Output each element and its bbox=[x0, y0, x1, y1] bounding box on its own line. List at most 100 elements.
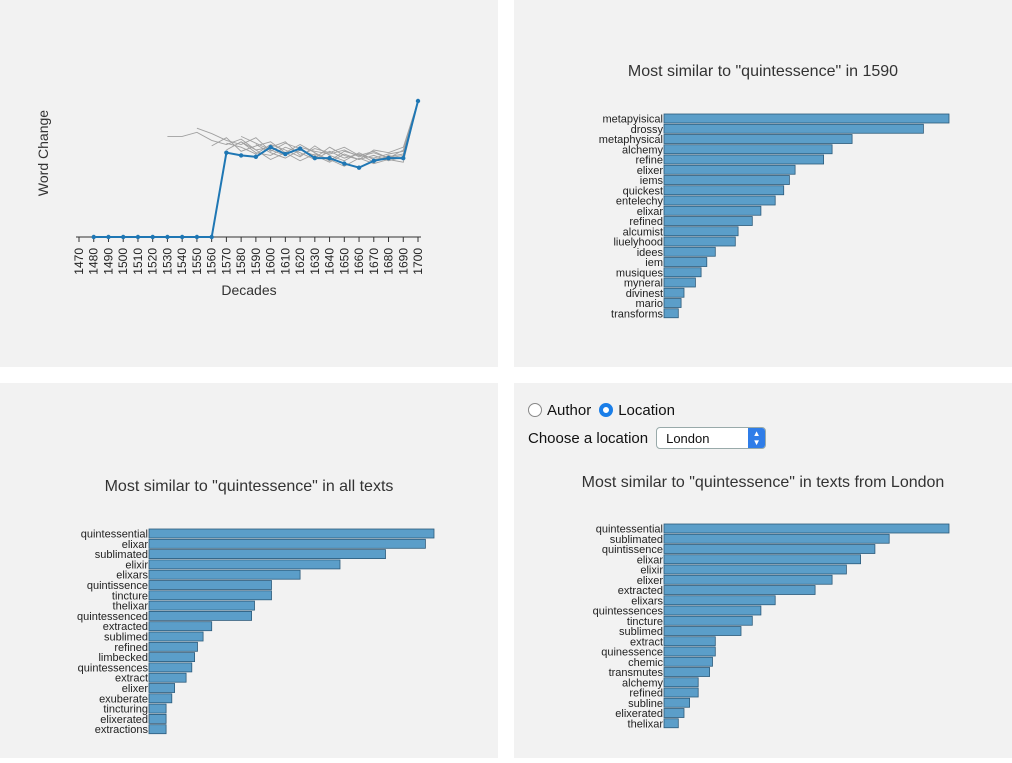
author-radio-label[interactable]: Author bbox=[547, 401, 592, 419]
bar[interactable] bbox=[663, 175, 790, 185]
bar[interactable] bbox=[148, 621, 213, 632]
data-point[interactable] bbox=[415, 98, 421, 104]
bar[interactable] bbox=[148, 652, 195, 663]
data-point[interactable] bbox=[179, 234, 185, 240]
bar[interactable] bbox=[663, 144, 833, 155]
bar[interactable] bbox=[663, 564, 847, 575]
data-point[interactable] bbox=[327, 155, 332, 161]
bar[interactable] bbox=[663, 523, 950, 534]
bar-label: quintessences bbox=[593, 606, 664, 618]
bar[interactable] bbox=[663, 123, 924, 134]
bar[interactable] bbox=[148, 569, 301, 580]
x-tick-label: 1490 bbox=[101, 248, 115, 275]
bar[interactable] bbox=[148, 672, 187, 683]
data-point[interactable] bbox=[194, 234, 200, 240]
data-point[interactable] bbox=[135, 234, 141, 240]
x-tick-label: 1470 bbox=[72, 248, 86, 275]
bar[interactable] bbox=[663, 216, 753, 226]
bar[interactable] bbox=[663, 585, 816, 595]
bar[interactable] bbox=[148, 549, 386, 560]
bar[interactable] bbox=[663, 236, 736, 247]
bar[interactable] bbox=[148, 683, 176, 693]
data-point[interactable] bbox=[401, 155, 406, 161]
bar[interactable] bbox=[663, 687, 699, 698]
bar[interactable] bbox=[663, 185, 785, 196]
author-radio[interactable] bbox=[528, 403, 542, 417]
bar[interactable] bbox=[148, 600, 255, 611]
bar[interactable] bbox=[663, 164, 796, 175]
data-point[interactable] bbox=[312, 155, 318, 161]
data-point[interactable] bbox=[297, 146, 303, 151]
bar[interactable] bbox=[663, 697, 691, 708]
bar-label: refined bbox=[629, 688, 663, 700]
bar[interactable] bbox=[663, 308, 679, 319]
background-series-line bbox=[211, 100, 419, 162]
bar[interactable] bbox=[148, 631, 204, 642]
bar[interactable] bbox=[663, 287, 685, 298]
bar[interactable] bbox=[663, 267, 702, 278]
data-point[interactable] bbox=[356, 165, 362, 170]
location-radio-label[interactable]: Location bbox=[618, 401, 675, 419]
bar-label: mario bbox=[635, 298, 663, 310]
bar[interactable] bbox=[663, 718, 679, 729]
bar[interactable] bbox=[148, 641, 198, 652]
bar[interactable] bbox=[148, 559, 341, 570]
bar[interactable] bbox=[663, 298, 682, 308]
bar[interactable] bbox=[663, 134, 853, 144]
bar[interactable] bbox=[148, 590, 272, 601]
data-point[interactable] bbox=[106, 234, 111, 240]
x-tick-label: 1660 bbox=[352, 248, 366, 275]
bar[interactable] bbox=[663, 708, 685, 718]
bar[interactable] bbox=[148, 662, 193, 673]
x-tick-label: 1520 bbox=[146, 248, 160, 275]
bar[interactable] bbox=[663, 667, 710, 677]
data-point[interactable] bbox=[283, 151, 288, 157]
bar-label: idees bbox=[637, 247, 664, 259]
bar[interactable] bbox=[663, 615, 753, 626]
location-select[interactable]: London ▲ ▼ bbox=[656, 427, 767, 449]
bar[interactable] bbox=[663, 554, 862, 565]
data-point[interactable] bbox=[165, 234, 170, 240]
bar[interactable] bbox=[148, 713, 167, 724]
data-point[interactable] bbox=[342, 161, 347, 166]
data-point[interactable] bbox=[268, 145, 273, 150]
bar[interactable] bbox=[148, 693, 173, 704]
bar[interactable] bbox=[663, 656, 713, 667]
bar[interactable] bbox=[663, 677, 699, 688]
bar[interactable] bbox=[663, 205, 762, 216]
bar[interactable] bbox=[663, 626, 742, 636]
bar[interactable] bbox=[663, 195, 776, 206]
bar[interactable] bbox=[663, 636, 716, 647]
bar[interactable] bbox=[663, 154, 825, 165]
bar[interactable] bbox=[663, 646, 716, 657]
data-point[interactable] bbox=[150, 234, 155, 240]
data-point[interactable] bbox=[253, 154, 259, 159]
bar[interactable] bbox=[148, 703, 167, 714]
bar[interactable] bbox=[663, 544, 876, 554]
data-point[interactable] bbox=[224, 150, 229, 155]
data-point[interactable] bbox=[121, 234, 126, 240]
data-point[interactable] bbox=[386, 155, 391, 161]
bar[interactable] bbox=[663, 595, 776, 606]
bar[interactable] bbox=[148, 538, 426, 549]
filter-controls: Author Location Choose a location London… bbox=[528, 399, 767, 449]
bar[interactable] bbox=[663, 226, 739, 237]
data-point[interactable] bbox=[238, 153, 244, 158]
bar[interactable] bbox=[663, 605, 762, 616]
bar[interactable] bbox=[663, 113, 950, 124]
bar[interactable] bbox=[663, 277, 696, 288]
bar[interactable] bbox=[148, 610, 252, 621]
bar[interactable] bbox=[663, 574, 833, 585]
bar[interactable] bbox=[148, 724, 167, 735]
bar[interactable] bbox=[663, 533, 890, 544]
similar-all-panel: Most similar to "quintessence" in all te… bbox=[0, 383, 498, 758]
data-point[interactable] bbox=[371, 158, 376, 164]
bar[interactable] bbox=[148, 580, 272, 590]
bar-label: metapyisical bbox=[602, 114, 663, 126]
bar[interactable] bbox=[148, 528, 435, 539]
bar[interactable] bbox=[663, 257, 708, 267]
data-point[interactable] bbox=[209, 234, 214, 240]
bar[interactable] bbox=[663, 246, 716, 257]
data-point[interactable] bbox=[91, 234, 96, 240]
location-radio[interactable] bbox=[599, 403, 614, 417]
